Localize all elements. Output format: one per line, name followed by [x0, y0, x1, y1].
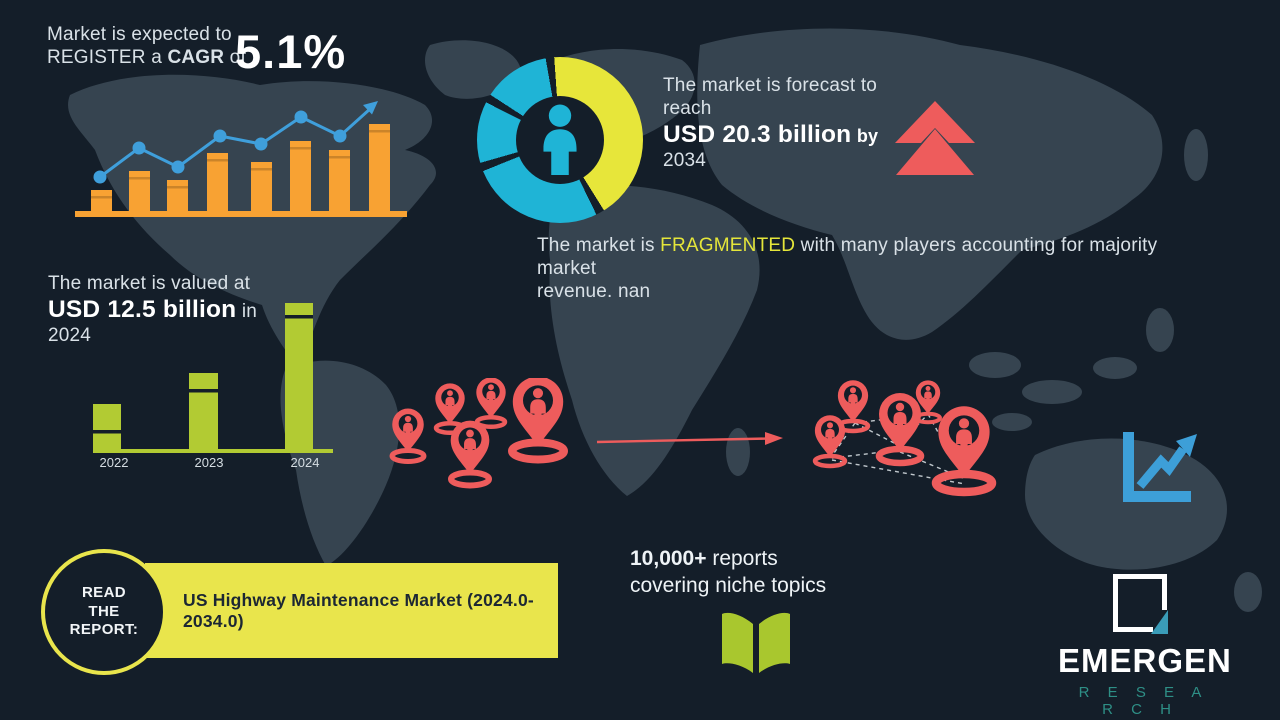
- trend-line: [99, 107, 372, 179]
- report-title: US Highway Maintenance Market (2024.0-20…: [183, 589, 534, 631]
- book-icon: [722, 612, 790, 677]
- donut-chart: [477, 57, 643, 223]
- expansion-arrow: [596, 432, 783, 445]
- year-label: 2024: [291, 455, 320, 470]
- cagr-line1: Market is expected to: [47, 24, 232, 45]
- valuation-text: The market is valued at USD 12.5 billion…: [48, 272, 348, 347]
- brand-name: EMERGEN: [1058, 642, 1232, 679]
- forecast-line2: reach: [663, 98, 712, 119]
- brand-subtitle: R E S E A R C H: [1078, 684, 1209, 718]
- donut-hole: [516, 96, 604, 184]
- forecast-value-line: USD 20.3 billion by: [663, 121, 879, 148]
- fragmented-text: The market is FRAGMENTED with many playe…: [537, 235, 1158, 302]
- brand-logo: EMERGEN R E S E A R C H: [1058, 572, 1232, 718]
- up-arrows-icon: [895, 101, 975, 175]
- cagr-line2: REGISTER a CAGR of: [47, 47, 246, 68]
- trend-arrowhead: [363, 101, 378, 115]
- location-pins-network: [812, 380, 997, 497]
- valuation-value-line: USD 12.5 billion in: [48, 296, 258, 323]
- value-bar-chart: 2022 2023 2024: [93, 303, 333, 470]
- valuation-year: 2024: [48, 325, 92, 346]
- read-report-badge[interactable]: READ THE REPORT:: [41, 549, 167, 675]
- forecast-line1: The market is forecast to: [663, 75, 878, 96]
- year-label: 2022: [100, 455, 129, 470]
- cagr-text: Market is expected to REGISTER a CAGR of: [47, 23, 246, 69]
- trend-chart-icon: [1123, 432, 1197, 502]
- cagr-value: 5.1%: [235, 25, 347, 78]
- person-icon: [543, 104, 577, 176]
- year-label: 2023: [195, 455, 224, 470]
- logo-mark: [1113, 574, 1168, 634]
- forecast-year: 2034: [663, 150, 707, 171]
- fragmented-highlight: FRAGMENTED: [660, 235, 796, 256]
- location-pins-left: [389, 378, 568, 489]
- growth-bar-chart: [75, 101, 407, 217]
- valuation-line1: The market is valued at: [48, 273, 251, 294]
- reports-count-text: 10,000+ reports covering niche topics: [630, 547, 827, 597]
- forecast-text: The market is forecast to reach USD 20.3…: [663, 74, 943, 172]
- trend-dots: [93, 110, 347, 184]
- report-banner[interactable]: US Highway Maintenance Market (2024.0-20…: [145, 563, 558, 658]
